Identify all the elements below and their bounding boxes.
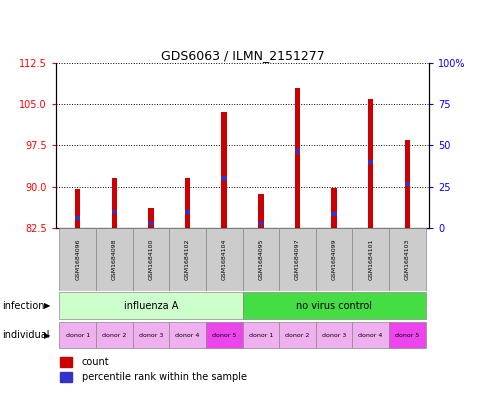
Text: GSM1684097: GSM1684097 [294,239,299,280]
Bar [111,209,117,213]
Bar [148,208,153,228]
Text: GSM1684095: GSM1684095 [258,239,263,280]
Bar [331,212,336,216]
Title: GDS6063 / ILMN_2151277: GDS6063 / ILMN_2151277 [160,49,324,62]
Text: ▶: ▶ [44,331,50,340]
Bar [294,88,300,228]
FancyBboxPatch shape [351,228,388,291]
FancyBboxPatch shape [242,322,278,348]
FancyBboxPatch shape [388,228,424,291]
FancyBboxPatch shape [315,228,351,291]
Bar [111,178,117,228]
Text: donor 3: donor 3 [321,332,346,338]
Bar [184,210,190,214]
Text: GSM1684099: GSM1684099 [331,239,336,280]
Bar [331,188,336,228]
Text: influenza A: influenza A [123,301,178,310]
Bar [294,149,300,153]
Text: donor 5: donor 5 [212,332,236,338]
FancyBboxPatch shape [206,322,242,348]
Text: ▶: ▶ [44,301,50,310]
Bar [367,160,373,164]
Text: no virus control: no virus control [295,301,371,310]
FancyBboxPatch shape [169,228,206,291]
FancyBboxPatch shape [242,228,278,291]
Bar [60,357,72,367]
Text: individual: individual [2,330,50,340]
Bar [404,182,409,186]
Bar [257,194,263,228]
Bar [75,189,80,228]
Bar [404,140,409,228]
FancyBboxPatch shape [278,228,315,291]
Text: percentile rank within the sample: percentile rank within the sample [82,372,246,382]
FancyBboxPatch shape [96,228,133,291]
Text: donor 2: donor 2 [102,332,126,338]
Text: count: count [82,357,109,367]
Bar [184,178,190,228]
FancyBboxPatch shape [206,228,242,291]
Text: GSM1684103: GSM1684103 [404,239,409,280]
Text: donor 4: donor 4 [358,332,382,338]
FancyBboxPatch shape [351,322,388,348]
FancyBboxPatch shape [133,322,169,348]
Bar [148,222,153,226]
Text: donor 1: donor 1 [248,332,272,338]
Text: GSM1684096: GSM1684096 [75,239,80,280]
Text: GSM1684102: GSM1684102 [185,239,190,280]
FancyBboxPatch shape [96,322,133,348]
FancyBboxPatch shape [60,292,242,319]
Text: GSM1684100: GSM1684100 [148,239,153,280]
FancyBboxPatch shape [169,322,206,348]
Bar [257,222,263,226]
FancyBboxPatch shape [60,322,96,348]
Bar [367,99,373,228]
Text: donor 2: donor 2 [285,332,309,338]
Text: donor 1: donor 1 [65,332,90,338]
Bar [75,216,80,220]
Bar [221,112,227,228]
FancyBboxPatch shape [60,228,96,291]
FancyBboxPatch shape [315,322,351,348]
FancyBboxPatch shape [133,228,169,291]
Bar [221,176,227,180]
Text: infection: infection [2,301,45,310]
Text: donor 3: donor 3 [138,332,163,338]
FancyBboxPatch shape [278,322,315,348]
FancyBboxPatch shape [388,322,424,348]
Text: GSM1684098: GSM1684098 [112,239,117,280]
FancyBboxPatch shape [242,292,424,319]
Text: donor 5: donor 5 [394,332,419,338]
Text: GSM1684104: GSM1684104 [221,239,226,280]
Bar [60,372,72,382]
Text: donor 4: donor 4 [175,332,199,338]
Text: GSM1684101: GSM1684101 [367,239,372,280]
